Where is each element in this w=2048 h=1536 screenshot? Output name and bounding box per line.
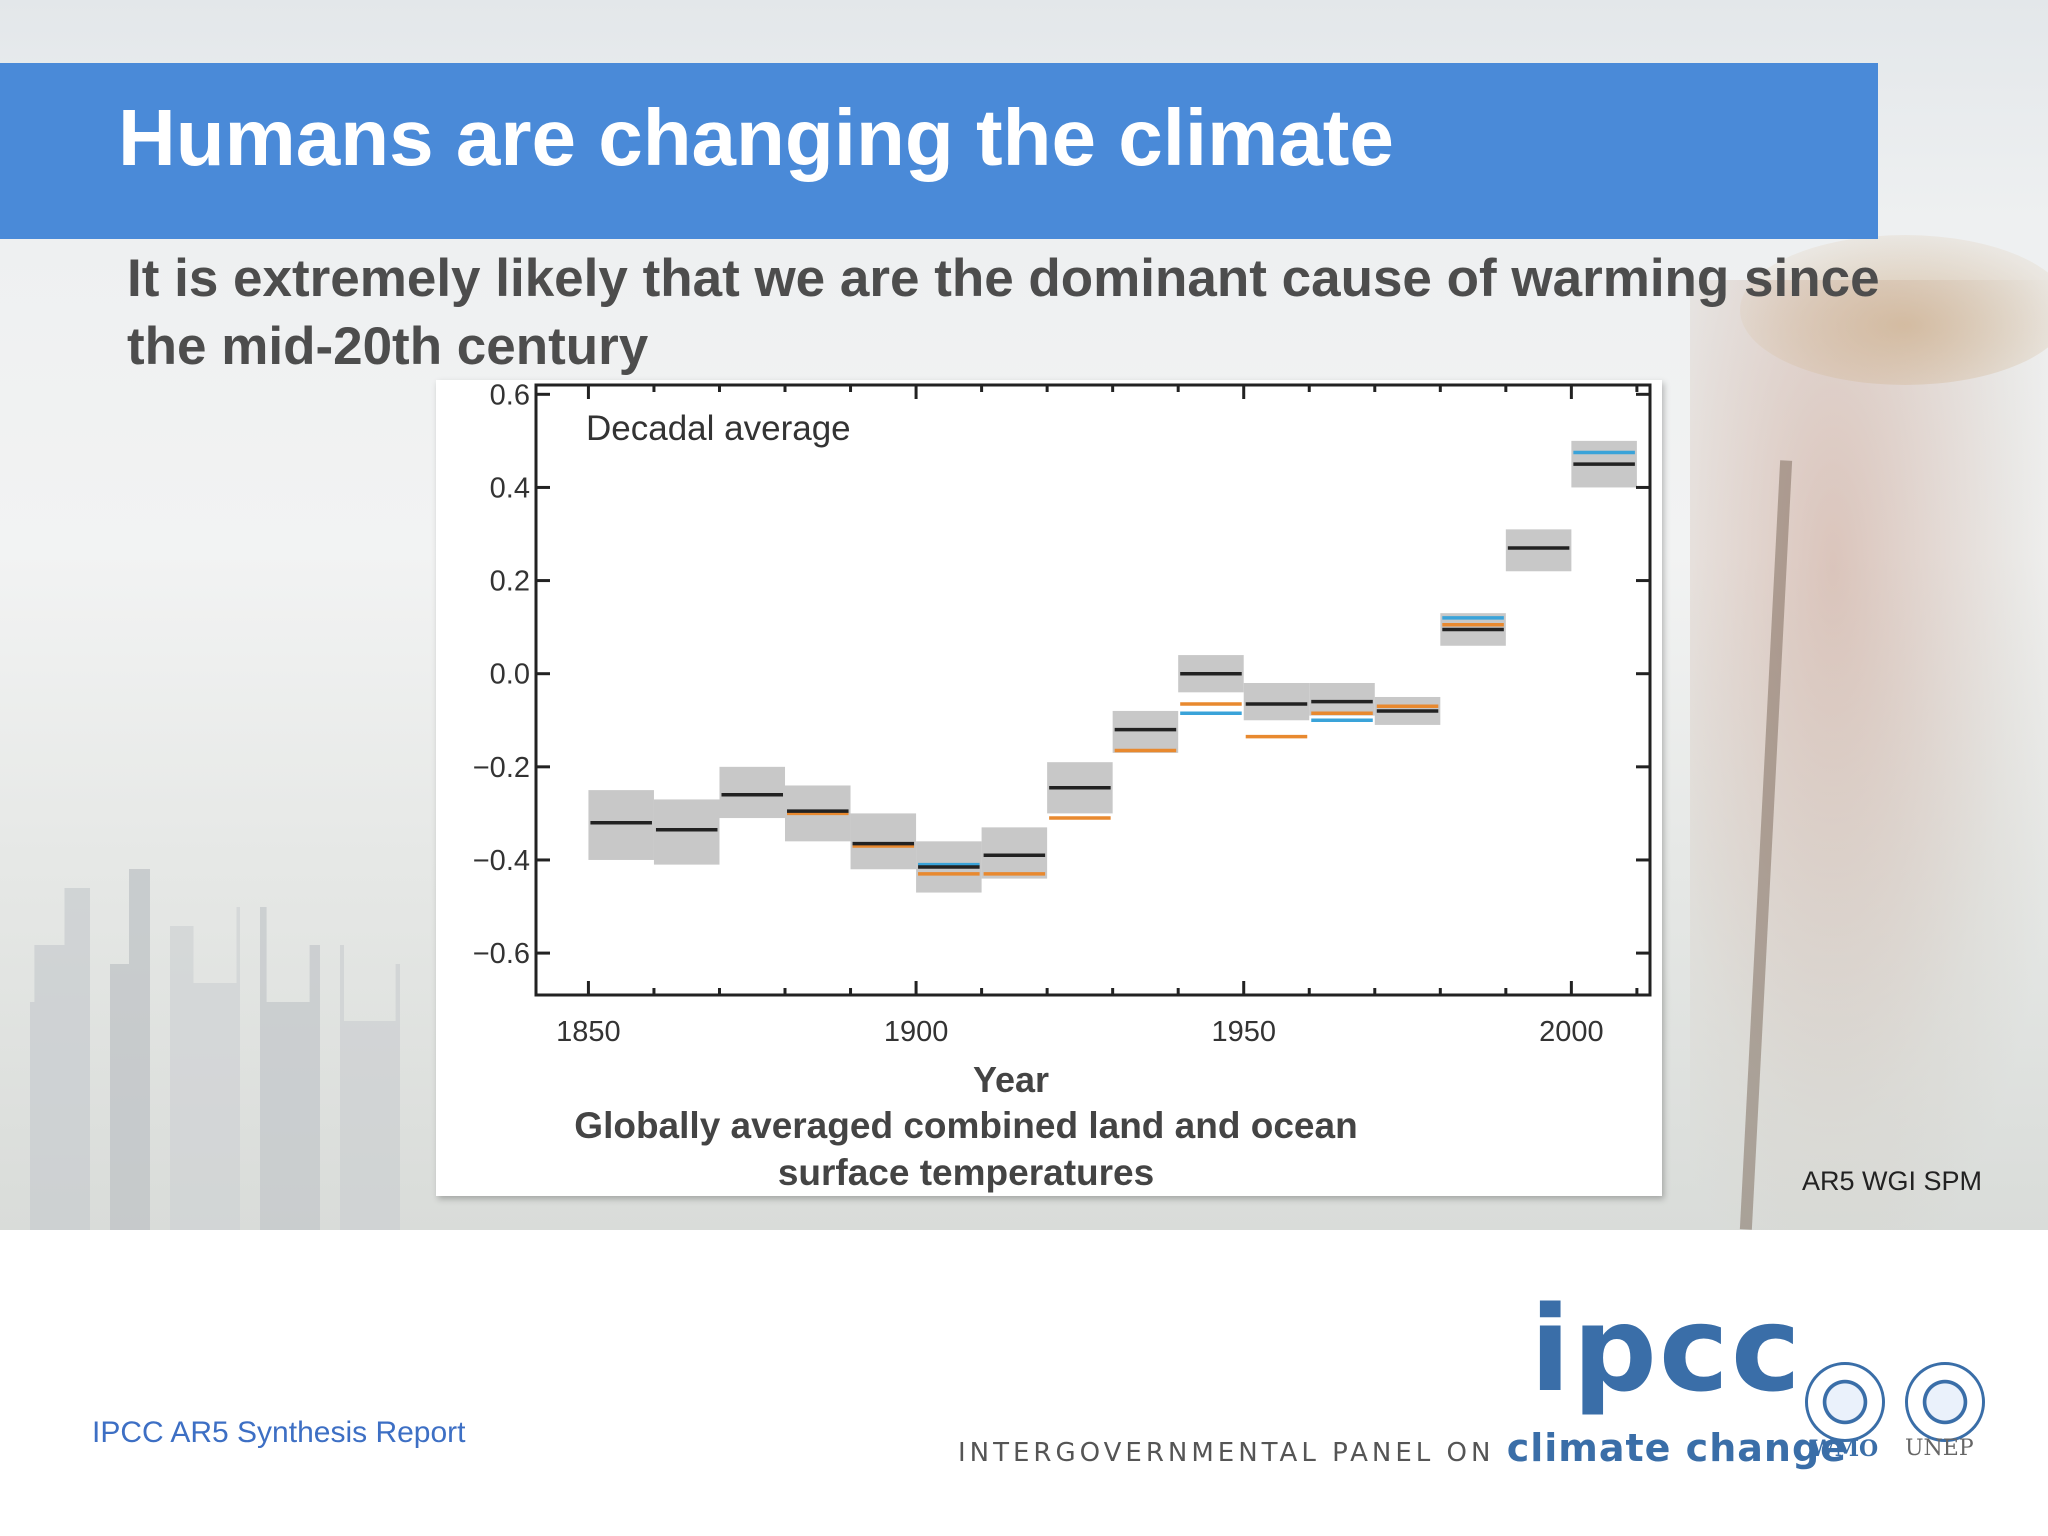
x-tick-label: 1900 xyxy=(884,1016,949,1048)
uncertainty-box-1850 xyxy=(588,790,654,860)
x-tick-label: 1950 xyxy=(1211,1016,1276,1048)
uncertainty-box-1950 xyxy=(1243,683,1310,721)
farmer-figure xyxy=(1690,280,2048,1230)
chart-panel: 0.6 0.4 0.2 0.0 −0.2 −0.4 −0.6 1850 1900 1950 2000… xyxy=(436,380,1662,1196)
y-tick-label: 0.0 xyxy=(490,659,530,691)
uncertainty-box-1910 xyxy=(981,827,1048,879)
source-citation: AR5 WGI SPM xyxy=(1802,1166,1983,1196)
x-tick-label: 2000 xyxy=(1539,1016,1604,1048)
uncertainty-box-1990 xyxy=(1505,529,1572,572)
straw-hat xyxy=(1740,235,2048,385)
temperature-chart: 0.6 0.4 0.2 0.0 −0.2 −0.4 −0.6 1850 1900 1950 2000… xyxy=(473,380,1652,1048)
y-tick-label: −0.4 xyxy=(473,845,530,877)
uncertainty-box-1860 xyxy=(653,799,720,865)
uncertainty-box-1890 xyxy=(850,813,917,870)
y-tick-label: 0.6 xyxy=(490,380,530,411)
plot-frame xyxy=(534,383,1652,997)
wmo-label: WMO xyxy=(1810,1436,1879,1462)
unep-label: UNEP xyxy=(1905,1436,1974,1461)
uncertainty-box-1870 xyxy=(719,766,786,819)
uncertainty-box-1960 xyxy=(1309,683,1375,716)
chart-annotation: Decadal average xyxy=(586,409,851,448)
y-tick-label: 0.2 xyxy=(490,566,530,598)
x-tick-label: 1850 xyxy=(556,1016,621,1048)
uncertainty-box-1930 xyxy=(1112,710,1179,753)
slide-title: Humans are changing the climate xyxy=(118,93,1394,182)
report-name: IPCC AR5 Synthesis Report xyxy=(92,1416,466,1449)
unep-emblem-icon xyxy=(1905,1362,1985,1442)
city-skyline xyxy=(0,869,430,1230)
y-tick-label: −0.6 xyxy=(473,938,530,970)
wmo-emblem-icon xyxy=(1805,1362,1885,1442)
x-axis-title: Year xyxy=(972,1059,1050,1100)
y-tick-label: −0.2 xyxy=(473,752,530,784)
ipcc-tagline: INTERGOVERNMENTAL PANEL ON climate chang… xyxy=(958,1426,1847,1470)
chart-caption: Globally averaged combined land and ocea… xyxy=(574,1105,1358,1193)
slide-subtitle: It is extremely likely that we are the d… xyxy=(127,249,1880,376)
ipcc-wordmark: ipcc xyxy=(1530,1280,1803,1418)
title-bar xyxy=(0,63,1878,239)
tagline-emphasis: climate change xyxy=(1506,1426,1847,1470)
y-tick-label: 0.4 xyxy=(490,472,530,504)
tagline-text: INTERGOVERNMENTAL PANEL ON xyxy=(958,1438,1495,1468)
